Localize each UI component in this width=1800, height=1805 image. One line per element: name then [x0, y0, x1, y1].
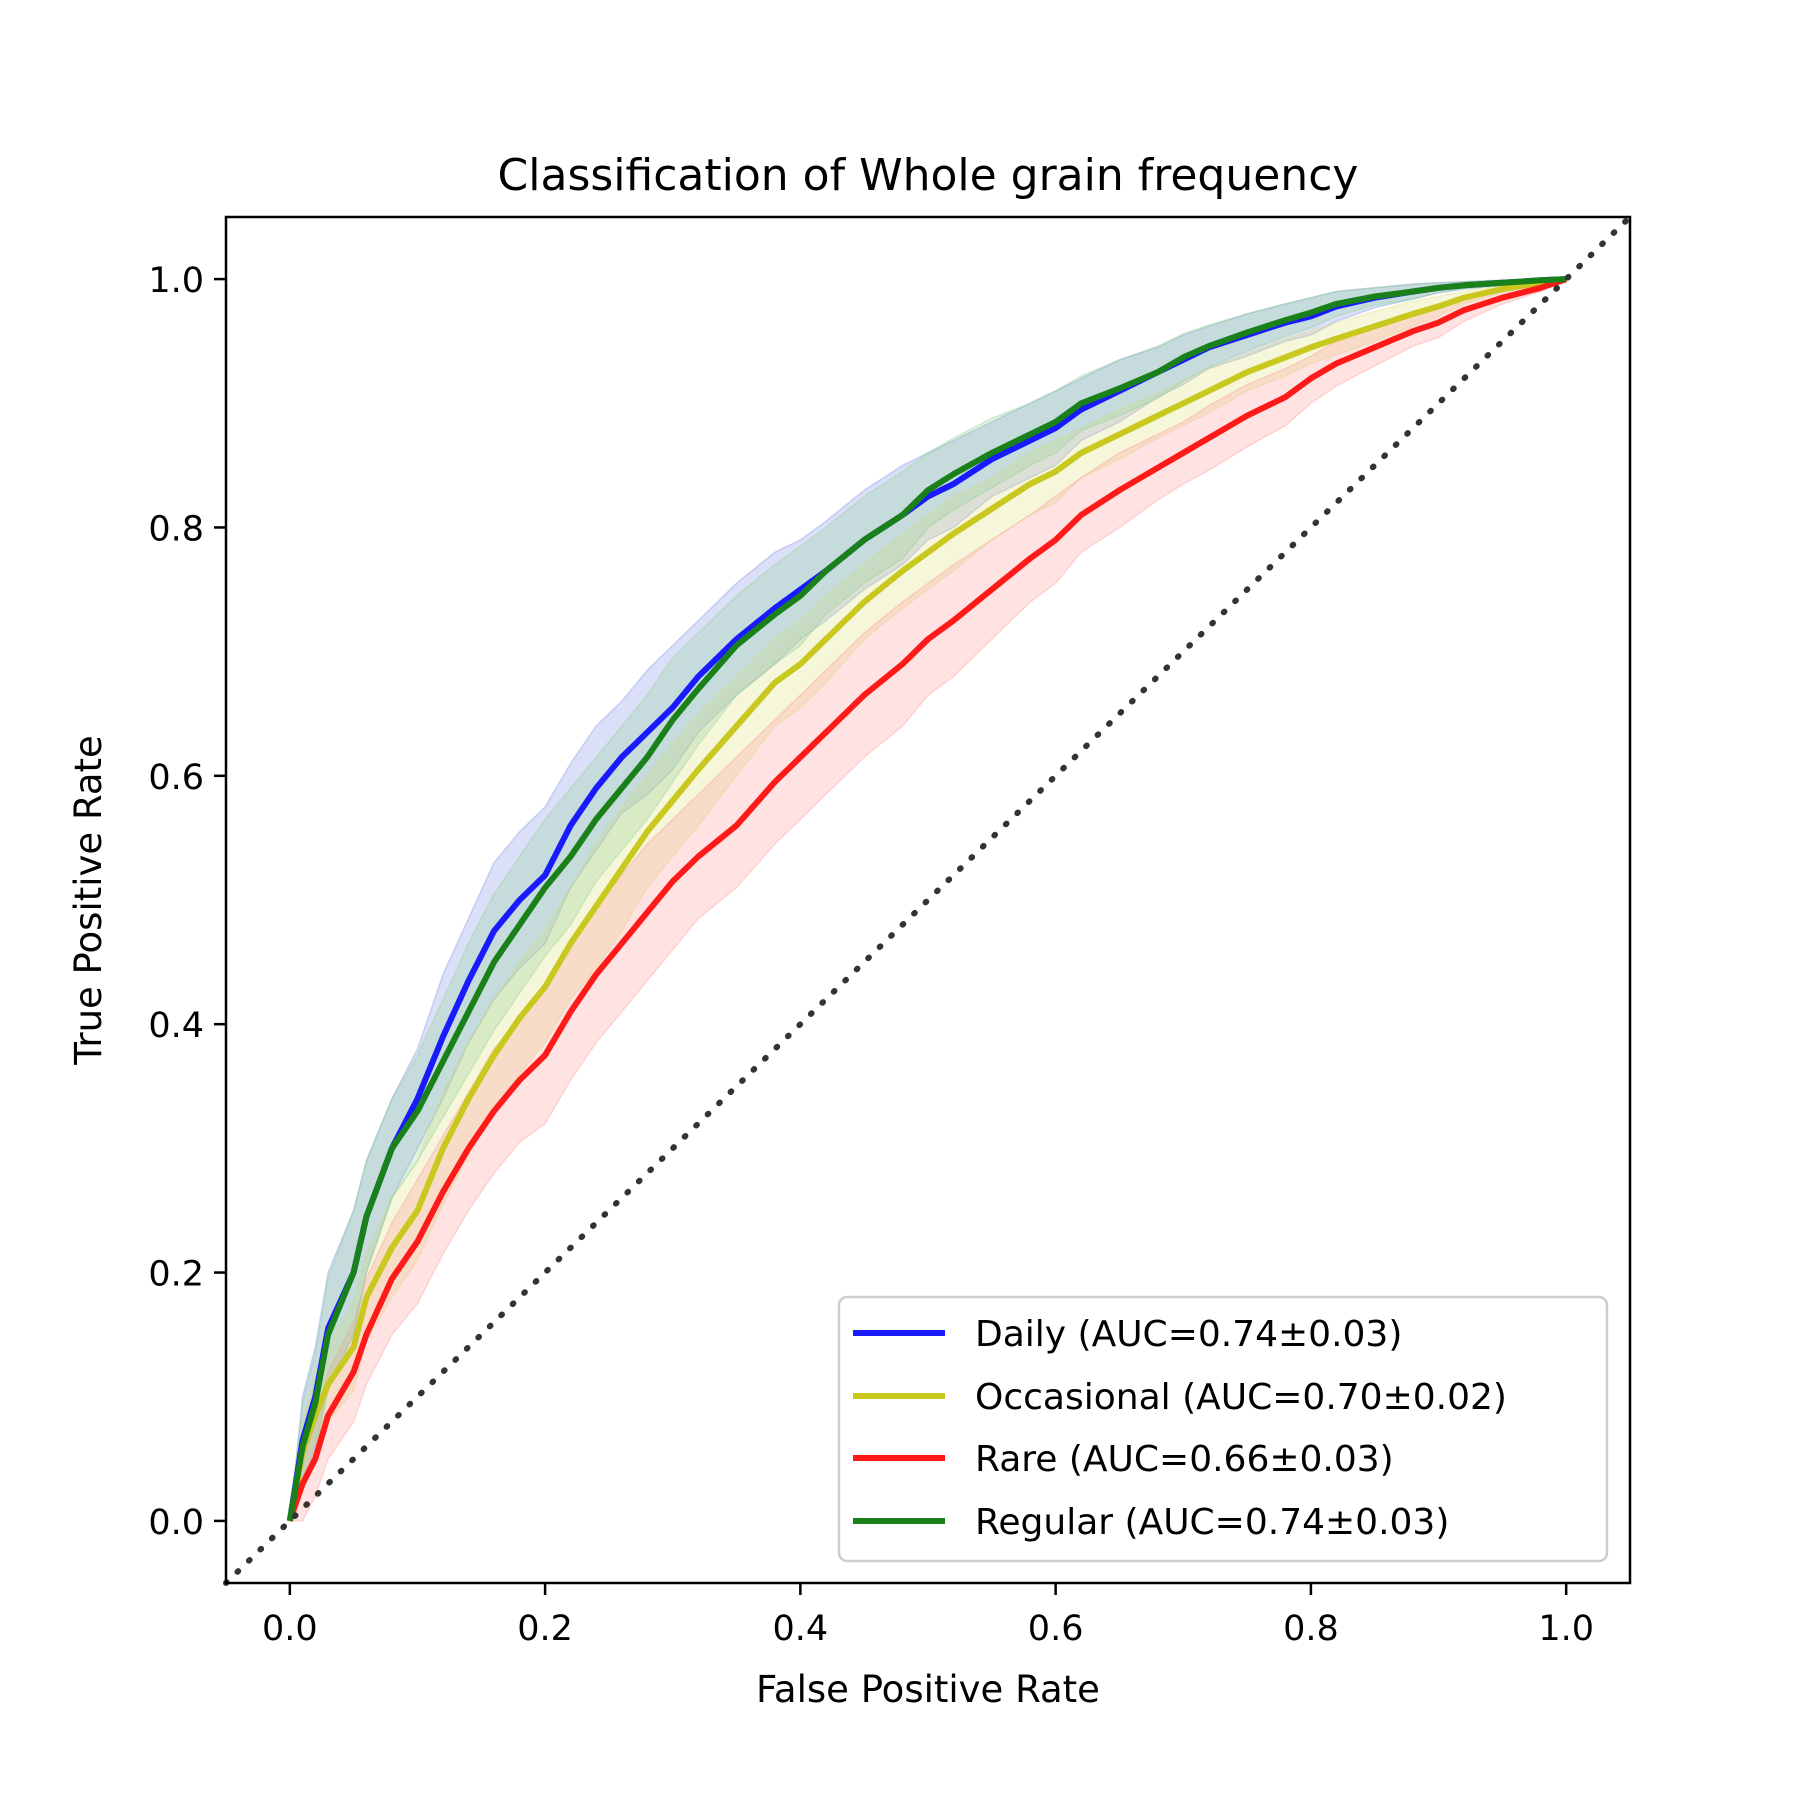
legend-label-daily: Daily (AUC=0.74±0.03): [975, 1314, 1402, 1355]
x-axis-label: False Positive Rate: [756, 1668, 1100, 1711]
series-line-occasional: [286, 276, 1567, 1522]
legend: Daily (AUC=0.74±0.03) Occasional (AUC=0.…: [837, 1295, 1609, 1563]
y-axis-ticks: 0.0 0.2 0.4 0.6 0.8 1.0: [148, 261, 226, 1543]
series-lines: [286, 276, 1568, 1522]
y-tick-label: 0.8: [148, 509, 204, 549]
y-tick-label: 0.0: [148, 1503, 204, 1543]
series-line-rare: [286, 276, 1568, 1522]
y-axis-label: True Positive Rate: [67, 735, 110, 1066]
y-tick-label: 1.0: [148, 261, 204, 301]
x-tick-label: 0.4: [773, 1609, 829, 1649]
y-tick-label: 0.2: [148, 1255, 204, 1295]
x-tick-label: 0.8: [1283, 1609, 1339, 1649]
series-line-regular: [286, 276, 1567, 1522]
x-axis-ticks: 0.0 0.2 0.4 0.6 0.8 1.0: [262, 1583, 1594, 1649]
legend-label-occasional: Occasional (AUC=0.70±0.02): [975, 1377, 1507, 1418]
plot-frame: [224, 215, 1632, 1585]
y-tick-label: 0.4: [148, 1006, 204, 1046]
legend-label-rare: Rare (AUC=0.66±0.03): [975, 1439, 1394, 1480]
x-tick-label: 0.0: [262, 1609, 318, 1649]
x-tick-label: 0.6: [1028, 1609, 1084, 1649]
legend-box: [837, 1295, 1609, 1563]
legend-label-regular: Regular (AUC=0.74±0.03): [975, 1502, 1449, 1543]
chance-diagonal: [223, 214, 1633, 1586]
x-tick-label: 0.2: [517, 1609, 573, 1649]
y-tick-label: 0.6: [148, 758, 204, 798]
chart-title: Classification of Whole grain frequency: [498, 150, 1359, 201]
x-tick-label: 1.0: [1538, 1609, 1594, 1649]
